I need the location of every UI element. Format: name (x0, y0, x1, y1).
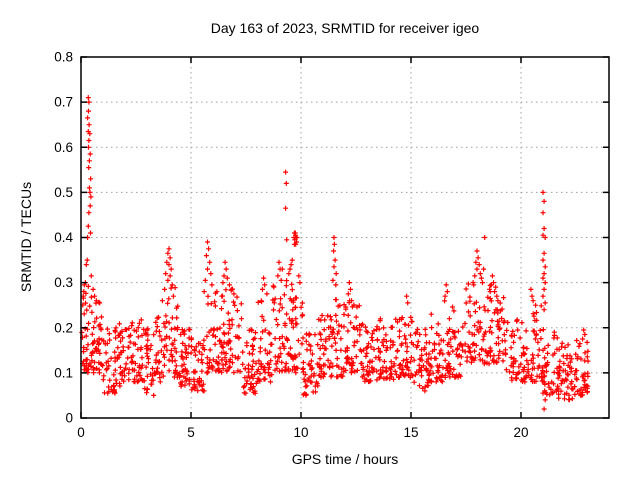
y-tick-label: 0.4 (54, 230, 73, 245)
chart-title: Day 163 of 2023, SRMTID for receiver ige… (210, 20, 480, 36)
x-tick-label: 15 (403, 425, 418, 440)
x-tick-label: 0 (77, 425, 85, 440)
x-axis-label: GPS time / hours (291, 451, 399, 467)
scatter-points (79, 95, 591, 412)
x-tick-label: 10 (293, 425, 308, 440)
x-tick-label: 5 (187, 425, 195, 440)
y-tick-label: 0.1 (54, 365, 73, 380)
y-tick-label: 0.7 (54, 95, 73, 110)
y-tick-label: 0.5 (54, 185, 73, 200)
x-tick-label: 20 (513, 425, 528, 440)
y-tick-label: 0.2 (54, 320, 73, 335)
y-axis-label: SRMTID / TECUs (18, 181, 34, 293)
y-tick-label: 0.8 (54, 50, 73, 65)
y-tick-label: 0 (65, 411, 73, 426)
y-tick-label: 0.6 (54, 140, 73, 155)
y-tick-label: 0.3 (54, 275, 73, 290)
